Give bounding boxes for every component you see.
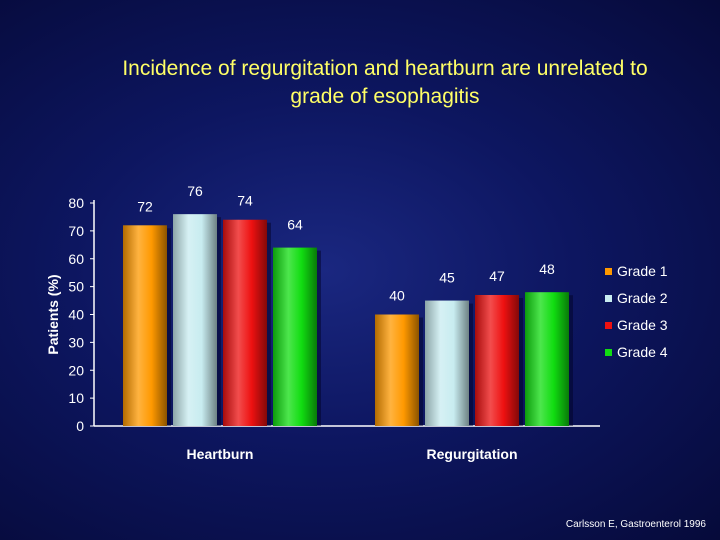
y-tick-label: 30 bbox=[68, 334, 84, 350]
y-tick-label: 80 bbox=[68, 195, 84, 211]
bar-value-label: 48 bbox=[539, 261, 555, 277]
slide-title: Incidence of regurgitation and heartburn… bbox=[60, 55, 710, 111]
bar-value-label: 72 bbox=[137, 198, 153, 214]
legend-swatch bbox=[605, 349, 612, 356]
y-tick-label: 70 bbox=[68, 223, 84, 239]
bar-value-label: 47 bbox=[489, 268, 505, 284]
bar-heartburn-grade-1 bbox=[123, 225, 167, 426]
bar-value-label: 76 bbox=[187, 183, 203, 199]
y-axis-label: Patients (%) bbox=[45, 274, 61, 354]
bar-value-label: 74 bbox=[237, 193, 253, 209]
y-tick-label: 0 bbox=[76, 418, 84, 434]
y-tick-label: 60 bbox=[68, 251, 84, 267]
title-line-1: Incidence of regurgitation and heartburn… bbox=[122, 57, 648, 80]
legend-label: Grade 3 bbox=[617, 317, 668, 333]
y-tick-label: 10 bbox=[68, 390, 84, 406]
y-tick-label: 20 bbox=[68, 362, 84, 378]
category-label: Regurgitation bbox=[427, 446, 518, 462]
legend-label: Grade 2 bbox=[617, 290, 668, 306]
bar-value-label: 40 bbox=[389, 288, 405, 304]
bar-layer: 72 76 74 64 40 45 47 48 bbox=[123, 183, 573, 426]
category-label: Heartburn bbox=[187, 446, 254, 462]
legend-label: Grade 1 bbox=[617, 263, 668, 279]
y-tick-label: 50 bbox=[68, 279, 84, 295]
bar-regurgitation-grade-3 bbox=[475, 294, 519, 426]
bar-heartburn-grade-4 bbox=[273, 247, 317, 426]
legend-swatch bbox=[605, 322, 612, 329]
bar-value-label: 45 bbox=[439, 270, 455, 286]
bar-value-label: 64 bbox=[287, 217, 303, 233]
bar-heartburn-grade-3 bbox=[223, 219, 267, 426]
bar-regurgitation-grade-2 bbox=[425, 300, 469, 426]
legend-label: Grade 4 bbox=[617, 344, 668, 360]
citation: Carlsson E, Gastroenterol 1996 bbox=[565, 519, 706, 530]
bar-heartburn-grade-2 bbox=[173, 214, 217, 426]
bar-regurgitation-grade-4 bbox=[525, 292, 569, 426]
title-line-2: grade of esophagitis bbox=[290, 85, 480, 108]
legend-swatch bbox=[605, 268, 612, 275]
bar-regurgitation-grade-1 bbox=[375, 314, 419, 426]
y-tick-label: 40 bbox=[68, 307, 84, 323]
legend-swatch bbox=[605, 295, 612, 302]
legend: Grade 1 Grade 2 Grade 3 Grade 4 bbox=[605, 263, 668, 360]
